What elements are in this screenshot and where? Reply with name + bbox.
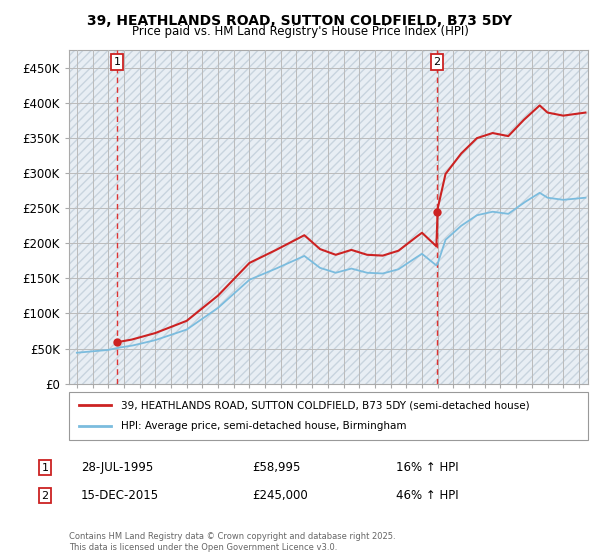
Text: £245,000: £245,000 (252, 489, 308, 502)
Text: 46% ↑ HPI: 46% ↑ HPI (396, 489, 458, 502)
Text: 28-JUL-1995: 28-JUL-1995 (81, 461, 153, 474)
Text: 2: 2 (433, 57, 440, 67)
Text: £58,995: £58,995 (252, 461, 301, 474)
Text: HPI: Average price, semi-detached house, Birmingham: HPI: Average price, semi-detached house,… (121, 421, 406, 431)
Text: 1: 1 (113, 57, 121, 67)
Text: 2: 2 (41, 491, 49, 501)
Text: Contains HM Land Registry data © Crown copyright and database right 2025.
This d: Contains HM Land Registry data © Crown c… (69, 532, 395, 552)
FancyBboxPatch shape (69, 392, 588, 440)
Text: Price paid vs. HM Land Registry's House Price Index (HPI): Price paid vs. HM Land Registry's House … (131, 25, 469, 38)
Text: 39, HEATHLANDS ROAD, SUTTON COLDFIELD, B73 5DY: 39, HEATHLANDS ROAD, SUTTON COLDFIELD, B… (88, 14, 512, 28)
Text: 1: 1 (41, 463, 49, 473)
Text: 16% ↑ HPI: 16% ↑ HPI (396, 461, 458, 474)
Text: 39, HEATHLANDS ROAD, SUTTON COLDFIELD, B73 5DY (semi-detached house): 39, HEATHLANDS ROAD, SUTTON COLDFIELD, B… (121, 400, 530, 410)
Text: 15-DEC-2015: 15-DEC-2015 (81, 489, 159, 502)
